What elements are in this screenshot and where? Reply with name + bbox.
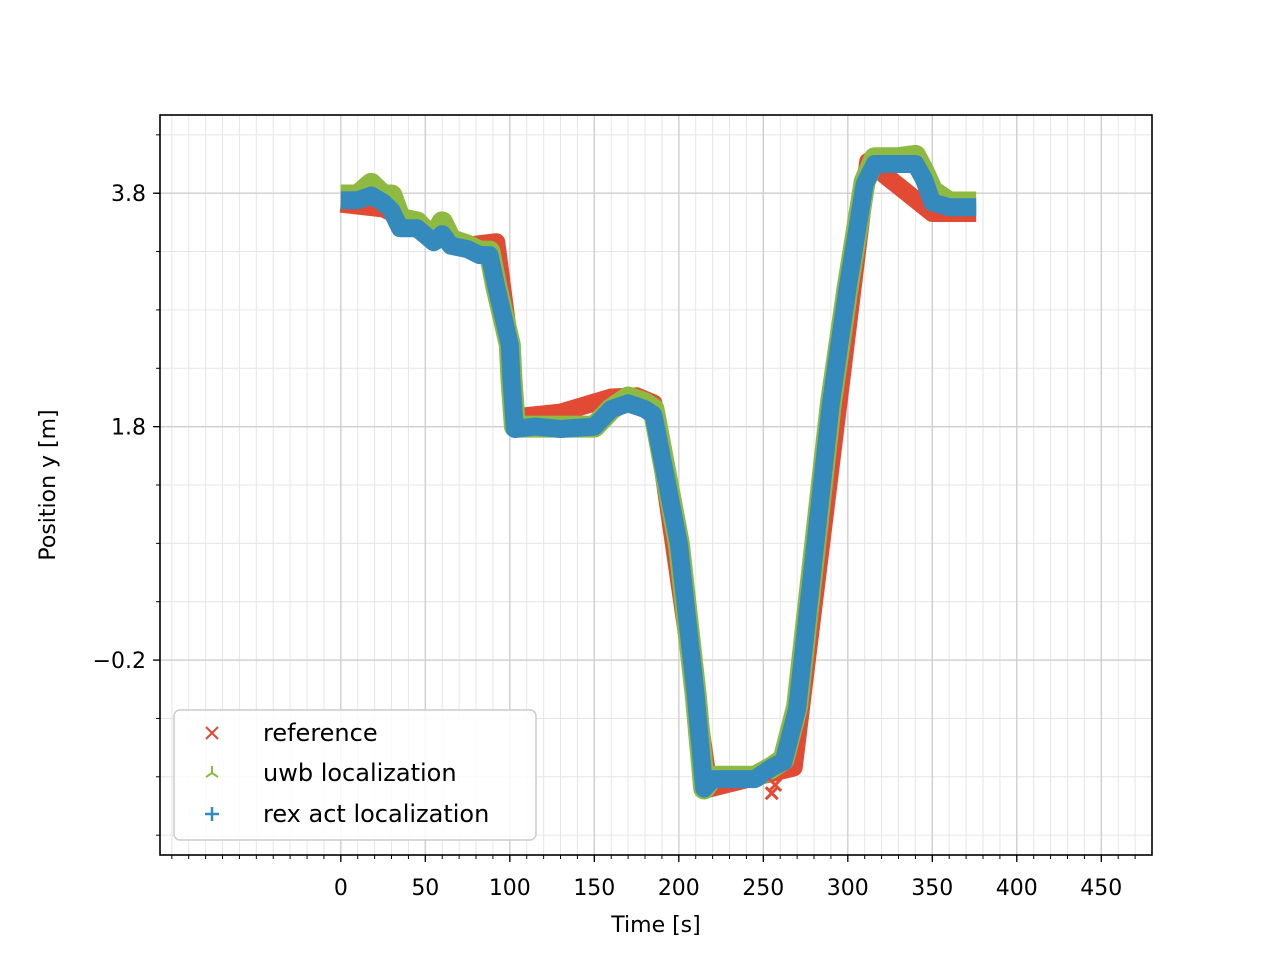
x-tick-label: 300 — [827, 876, 869, 901]
legend-marker — [205, 807, 219, 821]
series-band — [340, 155, 977, 798]
y-axis-label: Position y [m] — [36, 409, 61, 560]
x-axis-label: Time [s] — [610, 913, 700, 938]
y-tick-label: −0.2 — [93, 649, 146, 674]
x-tick-label: 100 — [489, 876, 531, 901]
axis-ticks: 0 50 100 150 200 250 300 350 400 450 3.8 1.8 −0.2 — [93, 134, 1136, 901]
x-tick-label: 400 — [996, 876, 1038, 901]
legend-label: reference — [263, 719, 378, 747]
x-tick-label: 200 — [658, 876, 700, 901]
legend-marker — [205, 726, 219, 740]
legend: reference uwb localization rex act localiz… — [173, 709, 537, 841]
x-tick-label: 450 — [1080, 876, 1122, 901]
x-tick-label: 250 — [742, 876, 784, 901]
x-tick-label: 0 — [334, 876, 348, 901]
legend-label: rex act localization — [263, 800, 489, 828]
x-tick-label: 350 — [911, 876, 953, 901]
legend-box — [173, 709, 537, 841]
x-tick-label: 150 — [573, 876, 615, 901]
y-tick-label: 1.8 — [111, 416, 146, 441]
reference-outlier-marker — [764, 786, 779, 801]
reference-outlier-marker — [768, 777, 783, 793]
x-tick-label: 50 — [411, 876, 439, 901]
legend-marker — [205, 766, 219, 778]
legend-label: uwb localization — [263, 759, 457, 787]
data-marks — [339, 144, 977, 801]
y-tick-label: 3.8 — [111, 182, 146, 207]
